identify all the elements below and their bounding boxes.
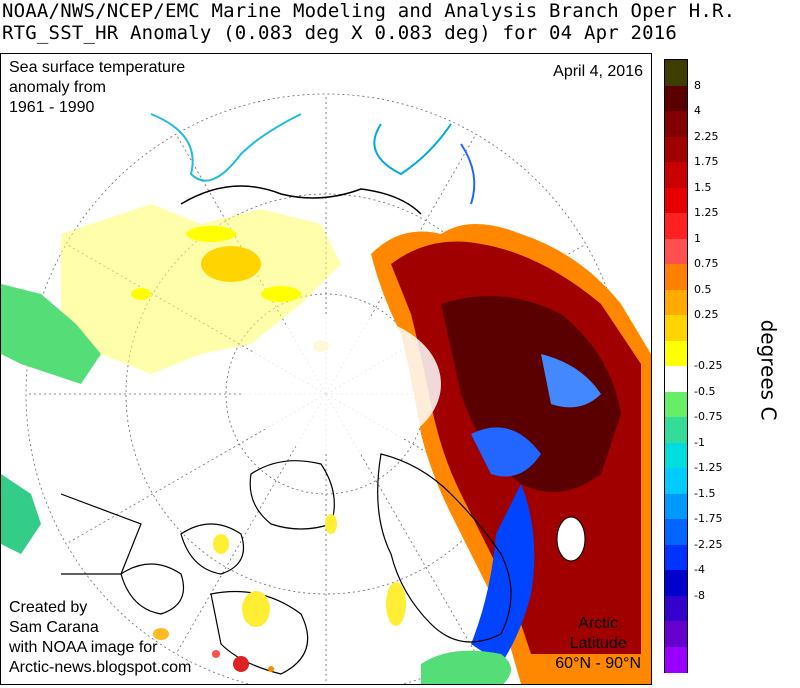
color-scale-bar bbox=[664, 59, 688, 673]
hudson-patches bbox=[212, 650, 274, 672]
pacific-cold-anomaly bbox=[1, 284, 101, 384]
region-line-3: 60°N - 90°N bbox=[555, 655, 641, 672]
header-line-1: NOAA/NWS/NCEP/EMC Marine Modeling and An… bbox=[2, 0, 736, 22]
credit-line-3: with NOAA image for bbox=[9, 639, 158, 656]
scale-tick-label: 0.5 bbox=[694, 282, 712, 296]
scale-tick-label: 4 bbox=[694, 104, 701, 117]
scale-tick-label: 1 bbox=[694, 231, 701, 245]
region-label: Arctic Latitude 60°N - 90°N bbox=[555, 614, 641, 674]
scale-swatch bbox=[665, 213, 687, 239]
scale-swatch bbox=[665, 391, 687, 418]
scale-swatch bbox=[665, 136, 687, 163]
alaska-coast-anomaly bbox=[1, 474, 41, 554]
central-arctic bbox=[241, 314, 441, 454]
scale-swatch bbox=[665, 60, 687, 86]
scale-swatch bbox=[665, 238, 687, 265]
scale-swatch bbox=[665, 595, 687, 622]
units-label: degrees C bbox=[756, 319, 781, 421]
atlantic-warm-anomaly bbox=[371, 224, 651, 684]
region-line-2: Latitude bbox=[569, 635, 627, 652]
scale-swatch bbox=[665, 417, 687, 443]
credit-line-4: Arctic-news.blogspot.com bbox=[9, 659, 192, 676]
credit: Created by Sam Carana with NOAA image fo… bbox=[9, 598, 191, 678]
scale-swatch bbox=[665, 366, 687, 392]
scale-swatch bbox=[665, 264, 687, 290]
scale-swatch bbox=[665, 442, 687, 469]
header-line-2: RTG_SST_HR Anomaly (0.083 deg X 0.083 de… bbox=[2, 22, 678, 44]
scale-swatch bbox=[665, 315, 687, 341]
scale-tick-label: -0.25 bbox=[694, 359, 723, 372]
scale-tick-label: 0.25 bbox=[694, 308, 719, 321]
scale-tick-label: -1.75 bbox=[694, 512, 723, 525]
header: NOAA/NWS/NCEP/EMC Marine Modeling and An… bbox=[2, 0, 798, 44]
scale-tick-label: -0.75 bbox=[694, 410, 723, 423]
scale-swatch bbox=[665, 162, 687, 188]
scale-swatch bbox=[665, 621, 687, 647]
description-line-1: Sea surface temperature bbox=[9, 59, 186, 76]
region-line-1: Arctic bbox=[578, 615, 619, 632]
polar-map bbox=[1, 93, 651, 684]
scale-swatch bbox=[665, 646, 687, 673]
scale-tick-label: -1.25 bbox=[694, 461, 723, 474]
scale-tick-label: -0.5 bbox=[694, 384, 716, 398]
canada-anomaly-patches bbox=[153, 514, 406, 640]
scale-swatch bbox=[665, 468, 687, 494]
scale-tick-label: 2.25 bbox=[694, 129, 719, 143]
scale-swatch bbox=[665, 519, 687, 545]
scale-tick-label: 1.75 bbox=[694, 155, 719, 168]
scale-tick-label: 8 bbox=[694, 78, 701, 92]
scale-tick-label: -4 bbox=[694, 563, 705, 576]
scale-swatch bbox=[665, 544, 687, 571]
scale-swatch bbox=[665, 187, 687, 214]
scale-tick-label: -8 bbox=[694, 588, 705, 602]
credit-line-2: Sam Carana bbox=[9, 619, 99, 636]
scale-tick-label: -1.5 bbox=[694, 486, 716, 500]
labrador-cold-anomaly bbox=[421, 650, 511, 684]
scale-swatch bbox=[665, 111, 687, 137]
scale-tick-label: -1 bbox=[694, 435, 705, 449]
map-description: Sea surface temperature anomaly from 196… bbox=[9, 58, 185, 118]
scale-swatch bbox=[665, 340, 687, 367]
description-line-3: 1961 - 1990 bbox=[9, 99, 95, 116]
scale-tick-label: 1.5 bbox=[694, 180, 712, 194]
siberia-coast bbox=[150, 113, 476, 215]
description-line-2: anomaly from bbox=[9, 79, 106, 96]
scale-swatch bbox=[665, 493, 687, 520]
scale-swatch bbox=[665, 289, 687, 316]
credit-line-1: Created by bbox=[9, 599, 88, 616]
map-panel: Sea surface temperature anomaly from 196… bbox=[0, 53, 652, 685]
scale-tick-label: -2.25 bbox=[694, 537, 723, 551]
scale-swatch bbox=[665, 570, 687, 596]
pacific-anomaly-patches bbox=[61, 204, 341, 374]
scale-tick-label: 0.75 bbox=[694, 257, 719, 270]
scale-tick-label: 1.25 bbox=[694, 206, 719, 219]
scale-swatch bbox=[665, 85, 687, 112]
map-date: April 4, 2016 bbox=[553, 63, 643, 80]
